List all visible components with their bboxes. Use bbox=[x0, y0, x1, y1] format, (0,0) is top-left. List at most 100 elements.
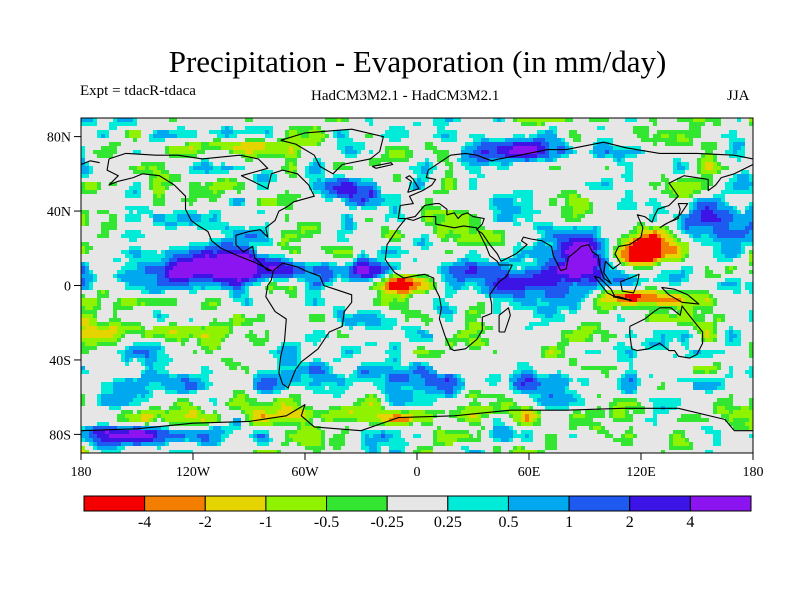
field-cell bbox=[81, 350, 90, 355]
field-cell bbox=[573, 146, 594, 151]
colorbar-label: 0.5 bbox=[498, 514, 518, 531]
field-cell bbox=[401, 310, 422, 315]
field-cell bbox=[177, 298, 206, 303]
field-cell bbox=[365, 450, 370, 453]
field-cell bbox=[149, 182, 154, 187]
field-cell bbox=[661, 270, 682, 275]
field-cell bbox=[133, 358, 138, 363]
field-cell bbox=[165, 350, 194, 355]
field-cell bbox=[257, 386, 274, 391]
field-cell bbox=[97, 326, 110, 331]
field-cell bbox=[705, 122, 714, 127]
field-cell bbox=[81, 254, 126, 259]
field-cell bbox=[401, 266, 438, 271]
field-cell bbox=[513, 370, 522, 375]
field-cell bbox=[81, 438, 86, 443]
field-cell bbox=[457, 306, 470, 311]
field-cell bbox=[681, 266, 694, 271]
field-cell bbox=[553, 226, 574, 231]
field-cell bbox=[301, 422, 306, 427]
field-cell bbox=[345, 314, 354, 319]
field-cell bbox=[709, 298, 714, 303]
field-cell bbox=[185, 386, 198, 391]
field-cell bbox=[569, 142, 594, 147]
field-cell bbox=[717, 206, 734, 211]
field-cell bbox=[517, 266, 522, 271]
field-cell bbox=[665, 342, 670, 347]
field-cell bbox=[593, 210, 654, 215]
field-cell bbox=[613, 410, 626, 415]
field-cell bbox=[189, 290, 198, 295]
field-cell bbox=[141, 150, 166, 155]
field-cell bbox=[437, 270, 442, 275]
field-cell bbox=[257, 210, 266, 215]
field-cell bbox=[589, 206, 594, 211]
field-cell bbox=[569, 342, 618, 347]
field-cell bbox=[405, 154, 414, 159]
field-cell bbox=[569, 374, 606, 379]
field-cell bbox=[373, 382, 386, 387]
field-cell bbox=[601, 226, 634, 231]
field-cell bbox=[605, 242, 610, 247]
field-cell bbox=[97, 434, 110, 439]
field-cell bbox=[289, 382, 310, 387]
field-cell bbox=[289, 214, 342, 219]
field-cell bbox=[513, 446, 518, 451]
field-cell bbox=[329, 278, 334, 283]
field-cell bbox=[249, 286, 266, 291]
field-cell bbox=[717, 318, 722, 323]
field-cell bbox=[401, 294, 406, 299]
field-cell bbox=[709, 334, 718, 339]
y-tick-label: 0 bbox=[64, 280, 71, 295]
field-cell bbox=[513, 202, 534, 207]
field-cell bbox=[721, 190, 753, 195]
field-cell bbox=[197, 210, 210, 215]
field-cell bbox=[153, 326, 202, 331]
field-cell bbox=[645, 286, 658, 291]
field-cell bbox=[125, 218, 142, 223]
field-cell bbox=[141, 194, 154, 199]
field-cell bbox=[333, 446, 342, 451]
field-cell bbox=[113, 390, 150, 395]
field-cell bbox=[637, 382, 642, 387]
field-cell bbox=[561, 190, 578, 195]
field-cell bbox=[749, 350, 753, 355]
field-cell bbox=[681, 298, 686, 303]
field-cell bbox=[677, 218, 682, 223]
field-cell bbox=[313, 422, 370, 427]
field-cell bbox=[693, 266, 706, 271]
field-cell bbox=[581, 322, 602, 327]
field-cell bbox=[685, 354, 714, 359]
field-cell bbox=[369, 262, 382, 267]
field-cell bbox=[673, 442, 690, 447]
field-cell bbox=[165, 270, 170, 275]
field-cell bbox=[449, 306, 458, 311]
x-tick-label: 60E bbox=[518, 465, 541, 480]
field-cell bbox=[565, 350, 586, 355]
field-cell bbox=[249, 418, 254, 423]
field-cell bbox=[205, 410, 214, 415]
field-cell bbox=[465, 278, 486, 283]
field-cell bbox=[433, 334, 454, 339]
field-cell bbox=[717, 258, 734, 263]
field-cell bbox=[289, 394, 302, 399]
field-cell bbox=[625, 194, 634, 199]
field-cell bbox=[145, 234, 226, 239]
field-cell bbox=[257, 450, 278, 453]
field-cell bbox=[161, 426, 170, 431]
field-cell bbox=[449, 238, 454, 243]
field-cell bbox=[705, 118, 722, 123]
field-cell bbox=[681, 414, 702, 419]
field-cell bbox=[81, 330, 118, 335]
field-cell bbox=[205, 350, 214, 355]
field-cell bbox=[213, 162, 222, 167]
field-cell bbox=[81, 230, 102, 235]
field-cell bbox=[441, 270, 450, 275]
field-cell bbox=[85, 186, 98, 191]
field-cell bbox=[721, 242, 742, 247]
field-cell bbox=[641, 150, 646, 155]
field-cell bbox=[253, 322, 342, 327]
field-cell bbox=[185, 342, 198, 347]
field-cell bbox=[265, 410, 278, 415]
field-cell bbox=[197, 154, 242, 159]
